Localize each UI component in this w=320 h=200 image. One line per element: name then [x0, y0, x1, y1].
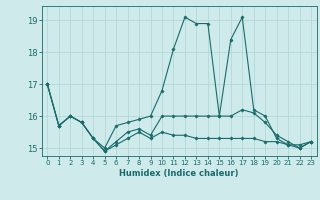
X-axis label: Humidex (Indice chaleur): Humidex (Indice chaleur)	[119, 169, 239, 178]
